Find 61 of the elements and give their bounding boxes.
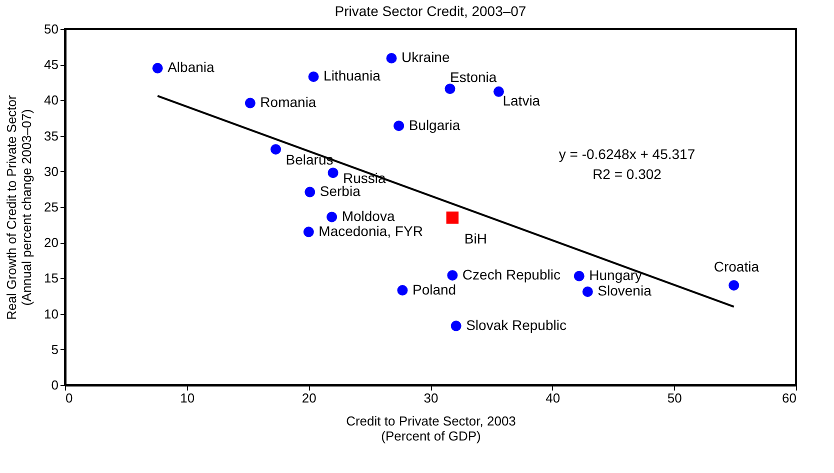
point <box>308 71 319 82</box>
data-label: Latvia <box>502 92 540 109</box>
y-tick-label: 45 <box>44 57 58 72</box>
data-label: Macedonia, FYR <box>318 222 423 239</box>
point <box>447 270 458 281</box>
point <box>394 120 404 132</box>
data-label: Poland <box>412 281 456 298</box>
x-tick-label: 60 <box>782 390 796 406</box>
point <box>397 285 408 296</box>
x-tick-label: 30 <box>424 390 438 406</box>
point <box>328 168 338 178</box>
y-tick-label: 20 <box>44 235 58 250</box>
data-label: Romania <box>260 94 316 110</box>
point <box>152 62 163 74</box>
y-tick-label: 15 <box>44 270 58 286</box>
point <box>446 212 459 224</box>
y-tick-label: 10 <box>44 306 58 322</box>
data-label: Serbia <box>320 183 361 200</box>
x-tick-label: 50 <box>667 390 682 406</box>
x-tick-label: 10 <box>180 390 195 406</box>
point <box>386 52 397 64</box>
point <box>450 320 462 332</box>
data-label: Slovak Republic <box>466 316 566 333</box>
data-label: Slovenia <box>598 282 652 299</box>
point <box>304 186 316 198</box>
point <box>493 86 504 97</box>
point <box>444 84 456 94</box>
data-label: Belarus <box>286 151 334 168</box>
y-tick-label: 50 <box>44 22 58 36</box>
y-tick-label: 5 <box>51 342 58 357</box>
x-tick-label: 40 <box>546 390 560 406</box>
data-label: BiH <box>464 230 487 247</box>
data-label: Hungary <box>589 267 642 284</box>
y-tick-label: 35 <box>44 128 58 144</box>
data-label: Lithuania <box>324 68 381 84</box>
data-label: Bulgaria <box>408 116 460 133</box>
point <box>326 212 338 222</box>
y-tick-label: 0 <box>51 378 58 392</box>
y-tick-label: 30 <box>44 164 58 179</box>
y-tick-label: 25 <box>44 200 58 214</box>
annotation: y = -0.6248x + 45.317 <box>558 146 696 162</box>
point <box>728 280 740 291</box>
point <box>244 98 256 108</box>
x-tick-label: 0 <box>66 390 73 406</box>
y-axis-title: Real Growth of Credit to Private Sector (Annual percent change 2003–07) <box>4 94 34 320</box>
y-tick-label: 40 <box>44 92 58 108</box>
data-label: Moldova <box>342 208 395 224</box>
point <box>303 226 314 238</box>
point <box>582 286 593 297</box>
point <box>270 144 282 155</box>
data-label: Estonia <box>450 68 497 85</box>
x-axis-title: Credit to Private Sector, 2003 (Percent of GDP) <box>346 414 516 444</box>
data-label: Czech Republic <box>462 266 560 282</box>
data-label: Ukraine <box>402 49 450 66</box>
data-label: Croatia <box>714 258 760 274</box>
data-label: Albania <box>168 59 215 76</box>
data-label: Russia <box>343 170 386 186</box>
x-tick-label: 20 <box>302 390 316 406</box>
point <box>574 270 584 282</box>
annotation: R2 = 0.302 <box>592 166 662 182</box>
chart-title: Private Sector Credit, 2003–07 <box>334 3 526 19</box>
